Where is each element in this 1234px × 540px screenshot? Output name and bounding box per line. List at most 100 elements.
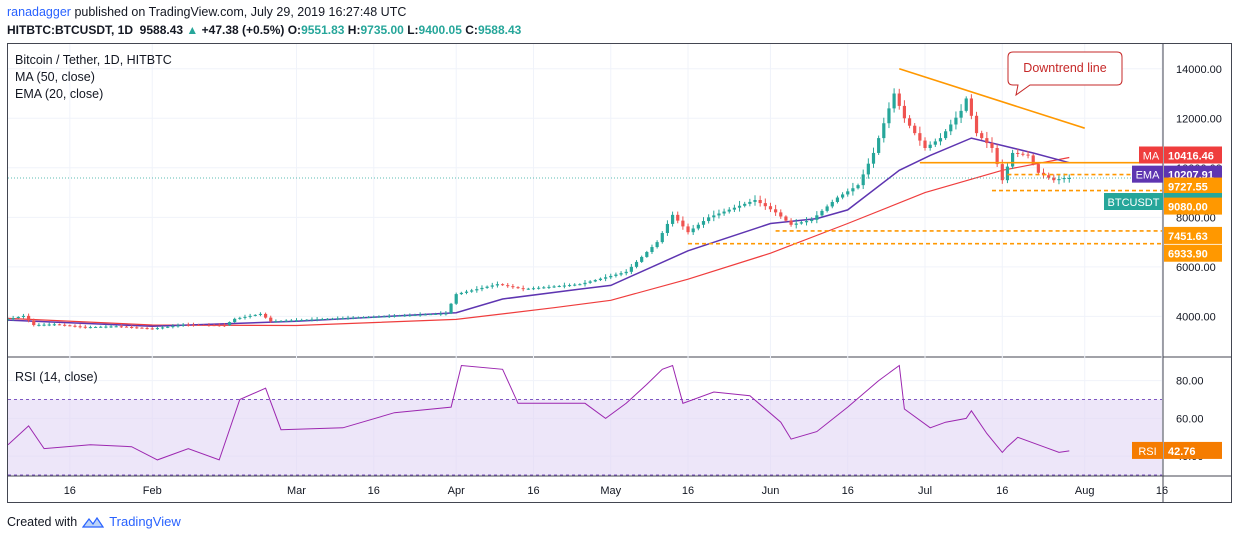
rsi-band <box>8 399 1162 476</box>
callout[interactable]: Downtrend line <box>1007 51 1123 97</box>
author-link[interactable]: ranadagger <box>7 5 71 19</box>
candle-body <box>531 288 536 290</box>
candle-body <box>779 212 783 217</box>
candle-body <box>944 131 948 139</box>
candle-body <box>444 313 448 315</box>
candle-body <box>758 200 762 204</box>
candle-body <box>202 324 206 326</box>
candle-body <box>485 286 489 288</box>
candle-body <box>1031 155 1035 165</box>
candle-body <box>150 328 154 330</box>
candle-body <box>372 316 376 318</box>
candle-body <box>279 320 283 322</box>
price-tag-bg <box>1164 226 1222 244</box>
candle-body <box>609 275 613 278</box>
legend-rsi: RSI (14, close) <box>15 370 98 384</box>
candle-body <box>665 223 670 234</box>
candle-body <box>63 324 67 326</box>
downtrend-line[interactable] <box>899 68 1085 129</box>
candle-body <box>974 115 979 134</box>
candle-body <box>222 325 226 327</box>
chart-frame <box>7 43 1232 503</box>
time-tick-label: 16 <box>368 485 380 497</box>
callout-box <box>1007 51 1123 97</box>
low-value: 9400.05 <box>418 23 462 37</box>
high-value: 9735.00 <box>360 23 404 37</box>
candle-body <box>1011 152 1015 167</box>
candle-body <box>938 138 943 142</box>
candle-body <box>490 285 494 287</box>
candle-body <box>176 325 180 327</box>
candle-body <box>52 324 56 326</box>
price-series <box>8 88 1162 330</box>
candle-body <box>830 201 834 207</box>
price-tag-value: 6933.90 <box>1168 249 1208 261</box>
candle-body <box>614 274 618 276</box>
candle-body <box>737 205 742 208</box>
candle-body <box>815 215 819 220</box>
candle-body <box>346 317 350 319</box>
time-axis: 16 Feb Mar 16 Apr 16 May 16 Jun 16 Jul 16 Aug 16 <box>64 485 1168 497</box>
time-tick-label: 16 <box>527 485 539 497</box>
candle-body <box>320 319 324 321</box>
candle-body <box>573 284 577 286</box>
trendline-segment[interactable] <box>899 68 1085 129</box>
candle-body <box>459 292 463 295</box>
candle-body <box>88 327 93 329</box>
candle-body <box>434 313 438 315</box>
candle-body <box>83 326 87 328</box>
candle-body <box>186 324 190 326</box>
candle-body <box>454 294 458 304</box>
candle-body <box>681 220 685 227</box>
candle-body <box>68 325 72 327</box>
price-tag-label-bg <box>1139 146 1163 164</box>
candle-body <box>166 326 170 328</box>
candle-body <box>341 318 345 320</box>
publish-text: published on TradingView.com, July 29, 2… <box>74 5 407 19</box>
candle-body <box>717 213 721 216</box>
time-tick-label: Feb <box>143 485 162 497</box>
candle-body <box>325 318 330 320</box>
ohlc-header: HITBTC:BTCUSDT, 1D 9588.43 ▲ +47.38 (+0.… <box>7 23 521 37</box>
candle-body <box>387 316 391 318</box>
candle-body <box>1005 166 1010 181</box>
change-arrow-icon: ▲ <box>186 23 199 37</box>
candle-body <box>104 326 108 328</box>
candle-body <box>284 320 288 322</box>
legend-ma: MA (50, close) <box>15 70 95 84</box>
footer-brand[interactable]: TradingView <box>109 514 181 529</box>
candle-body <box>1016 152 1020 154</box>
candle-body <box>217 325 221 327</box>
candle-body <box>794 223 798 225</box>
candle-body <box>1067 178 1071 180</box>
candle-body <box>949 124 953 132</box>
candle-body <box>964 98 968 111</box>
candle-body <box>954 117 958 125</box>
price-tag-bg <box>1164 244 1222 262</box>
candle-body <box>305 319 309 321</box>
candle-body <box>480 287 484 290</box>
candle-body <box>933 141 937 145</box>
candle-body <box>449 303 453 314</box>
candle-body <box>696 224 700 229</box>
candle-body <box>377 316 381 318</box>
candle-body <box>408 315 412 317</box>
candle-body <box>537 287 541 289</box>
time-tick-label: 16 <box>1156 485 1168 497</box>
price-tag-label: MA <box>1143 150 1160 162</box>
time-tick-label: 16 <box>842 485 854 497</box>
time-tick-label: 16 <box>996 485 1008 497</box>
candle-body <box>542 287 546 289</box>
candle-body <box>57 324 62 326</box>
candle-body <box>866 163 870 175</box>
candle-body <box>768 206 773 210</box>
candle-body <box>763 203 767 207</box>
candle-body <box>902 105 907 119</box>
candle-body <box>892 93 896 109</box>
candle-body <box>315 319 319 321</box>
candle-body <box>8 319 10 321</box>
candle-body <box>604 277 608 279</box>
candle-body <box>851 188 855 192</box>
candle-body <box>583 282 587 285</box>
